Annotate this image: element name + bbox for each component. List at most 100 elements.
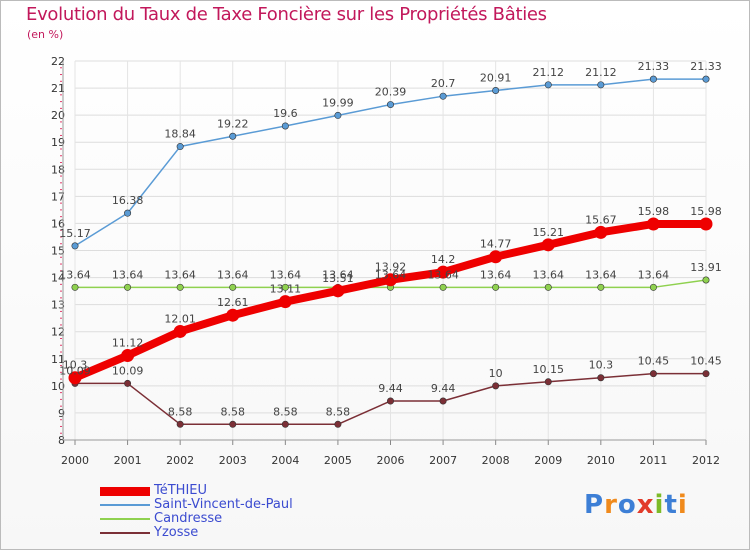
y-tick-label: 17 [51, 190, 65, 203]
data-point-t-thieu [436, 265, 450, 279]
data-label-t-thieu: 13.11 [270, 283, 302, 296]
data-label-candresse: 13.64 [638, 268, 670, 281]
data-label-saint-vincent-de-paul: 19.99 [322, 96, 354, 109]
data-point-t-thieu [331, 284, 345, 298]
legend-item: Saint-Vincent-de-Paul [100, 497, 420, 512]
legend-swatch [100, 487, 150, 496]
data-point-yzosse [124, 379, 132, 387]
data-point-yzosse [281, 420, 289, 428]
data-label-yzosse: 10.3 [589, 359, 614, 372]
data-label-candresse: 13.64 [164, 268, 196, 281]
data-label-saint-vincent-de-paul: 19.22 [217, 117, 249, 130]
x-tick-label: 2009 [534, 454, 562, 467]
data-label-yzosse: 10.45 [690, 355, 722, 368]
data-label-yzosse: 8.58 [273, 405, 298, 418]
data-label-t-thieu: 15.98 [638, 205, 670, 218]
data-label-yzosse: 10.09 [59, 364, 91, 377]
data-label-candresse: 13.64 [59, 268, 91, 281]
data-label-t-thieu: 11.12 [112, 337, 144, 350]
data-point-saint-vincent-de-paul [702, 75, 710, 83]
data-point-t-thieu [121, 349, 135, 363]
unit-label: (en %) [27, 28, 64, 41]
data-point-t-thieu [489, 250, 503, 264]
data-label-t-thieu: 13.92 [375, 261, 407, 274]
y-tick-label: 16 [51, 217, 65, 230]
legend-label: Saint-Vincent-de-Paul [154, 497, 293, 512]
data-point-candresse [649, 283, 657, 291]
data-label-yzosse: 8.58 [221, 405, 246, 418]
y-tick-label: 21 [51, 82, 65, 95]
logo-letter: x [636, 490, 655, 520]
data-point-candresse [176, 283, 184, 291]
legend-item: Candresse [100, 511, 420, 526]
data-point-saint-vincent-de-paul [649, 75, 657, 83]
data-point-t-thieu [594, 225, 608, 239]
data-point-yzosse [597, 374, 605, 382]
data-point-candresse [281, 283, 289, 291]
data-label-candresse: 13.64 [427, 268, 459, 281]
data-point-yzosse [439, 397, 447, 405]
data-point-yzosse [334, 420, 342, 428]
legend-label: Yzosse [154, 525, 199, 540]
data-label-t-thieu: 14.2 [431, 253, 456, 266]
data-label-yzosse: 9.44 [378, 382, 403, 395]
data-label-saint-vincent-de-paul: 21.12 [585, 66, 617, 79]
y-tick-label: 14 [51, 272, 65, 285]
data-point-saint-vincent-de-paul [544, 81, 552, 89]
x-tick-label: 2008 [482, 454, 510, 467]
data-point-t-thieu [226, 308, 240, 322]
data-point-saint-vincent-de-paul [124, 209, 132, 217]
data-label-yzosse: 9.44 [431, 382, 456, 395]
data-label-candresse: 13.64 [217, 268, 249, 281]
legend-swatch [100, 532, 150, 534]
y-tick-label: 9 [58, 407, 65, 420]
data-label-saint-vincent-de-paul: 20.7 [431, 77, 456, 90]
data-label-t-thieu: 13.51 [322, 272, 354, 285]
data-label-t-thieu: 15.21 [533, 226, 565, 239]
data-label-candresse: 13.64 [533, 268, 565, 281]
logo-letter: i [654, 490, 665, 520]
logo-letter: o [617, 490, 637, 520]
data-label-yzosse: 10.09 [112, 364, 144, 377]
proxiti-logo: Proxiti [584, 490, 688, 520]
data-point-saint-vincent-de-paul [334, 111, 342, 119]
data-label-saint-vincent-de-paul: 16.38 [112, 194, 144, 207]
data-point-saint-vincent-de-paul [492, 87, 500, 95]
data-point-yzosse [702, 370, 710, 378]
data-label-saint-vincent-de-paul: 20.91 [480, 72, 512, 85]
logo-letter: r [604, 490, 618, 520]
y-tick-label: 13 [51, 299, 65, 312]
y-tick-label: 10 [51, 380, 65, 393]
data-label-yzosse: 10 [489, 367, 503, 380]
data-point-candresse [229, 283, 237, 291]
chart-title: Evolution du Taux de Taxe Foncière sur l… [26, 4, 547, 25]
data-label-yzosse: 8.58 [168, 405, 193, 418]
data-label-candresse: 13.64 [112, 268, 144, 281]
data-point-yzosse [649, 370, 657, 378]
data-point-candresse [492, 283, 500, 291]
y-tick-label: 18 [51, 163, 65, 176]
x-tick-label: 2001 [114, 454, 142, 467]
data-point-candresse [124, 283, 132, 291]
data-point-t-thieu [278, 295, 292, 309]
data-point-yzosse [492, 382, 500, 390]
data-label-saint-vincent-de-paul: 18.84 [164, 128, 196, 141]
data-point-yzosse [544, 378, 552, 386]
logo-letter: P [584, 490, 605, 520]
y-tick-label: 11 [51, 353, 65, 366]
data-label-saint-vincent-de-paul: 19.6 [273, 107, 298, 120]
y-tick-label: 22 [51, 55, 65, 68]
data-label-yzosse: 10.15 [533, 363, 565, 376]
legend-swatch [100, 518, 150, 520]
data-label-saint-vincent-de-paul: 21.33 [638, 60, 670, 73]
data-point-t-thieu [68, 371, 82, 385]
y-tick-label: 20 [51, 109, 65, 122]
x-tick-label: 2010 [587, 454, 615, 467]
data-point-saint-vincent-de-paul [229, 132, 237, 140]
data-label-saint-vincent-de-paul: 20.39 [375, 86, 407, 99]
data-point-saint-vincent-de-paul [71, 242, 79, 250]
y-tick-label: 15 [51, 245, 65, 258]
data-label-t-thieu: 10.3 [63, 359, 88, 372]
x-tick-label: 2011 [639, 454, 667, 467]
